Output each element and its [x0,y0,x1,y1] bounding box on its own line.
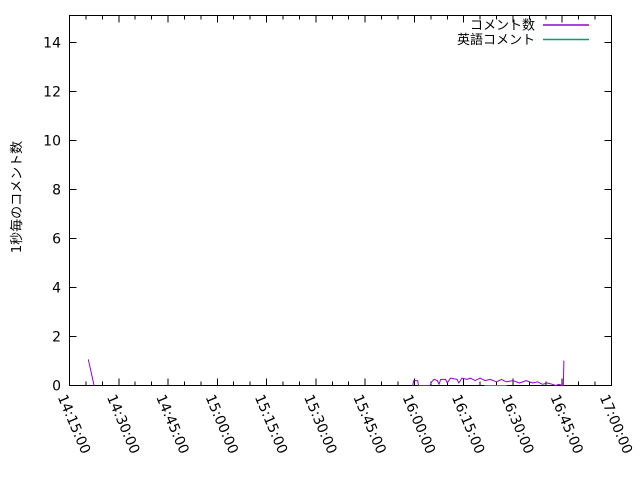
y-tick-label: 2 [52,329,61,345]
y-tick-label: 4 [52,280,61,296]
x-tick-label: 16:30:00 [497,392,536,456]
x-tick-label: 14:30:00 [103,392,142,456]
x-tick-label: 15:45:00 [349,392,388,456]
y-axis-title: 1秒毎のコメント数 [9,141,25,253]
series-line-comments [87,359,95,386]
y-tick-label: 8 [52,182,61,198]
y-tick-label: 14 [43,35,61,51]
legend-label: 英語コメント [457,32,535,48]
y-tick-label: 6 [52,231,61,247]
x-tick-label: 14:45:00 [152,392,191,456]
series-line-comments [412,360,565,386]
y-tick-label: 12 [43,84,61,100]
x-tick-label: 16:15:00 [448,392,487,456]
x-tick-label: 15:15:00 [251,392,290,456]
y-tick-label: 0 [52,379,61,395]
legend-label: コメント数 [470,19,535,34]
x-tick-label: 15:30:00 [300,392,339,456]
y-tick-label: 10 [43,133,61,149]
x-tick-label: 17:00:00 [596,392,635,456]
x-tick-label: 16:45:00 [547,392,586,456]
x-tick-label: 14:15:00 [54,392,93,456]
x-tick-label: 16:00:00 [399,392,438,456]
plot-border [69,15,612,386]
x-tick-label: 15:00:00 [202,392,241,456]
